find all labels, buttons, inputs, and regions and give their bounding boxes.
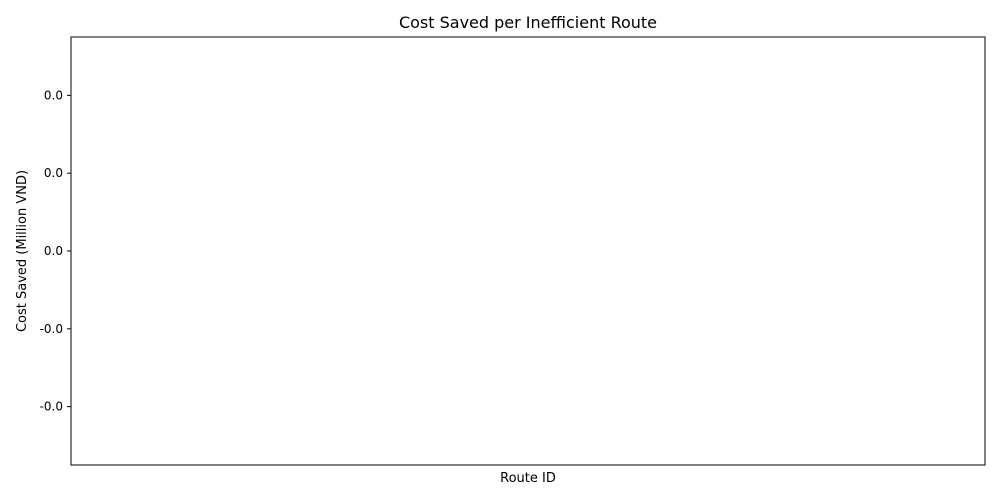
plot-area-frame [71,37,985,465]
y-tick-label: -0.0 [40,400,63,414]
chart-title: Cost Saved per Inefficient Route [399,13,657,32]
y-tick-label: 0.0 [44,166,63,180]
y-tick-label: 0.0 [44,244,63,258]
x-axis-label: Route ID [500,471,556,486]
y-tick-label: -0.0 [40,322,63,336]
y-axis-ticks: 0.0 0.0 0.0 -0.0 -0.0 [40,88,71,413]
y-axis-label: Cost Saved (Million VND) [15,170,30,332]
y-tick-label: 0.0 [44,88,63,102]
